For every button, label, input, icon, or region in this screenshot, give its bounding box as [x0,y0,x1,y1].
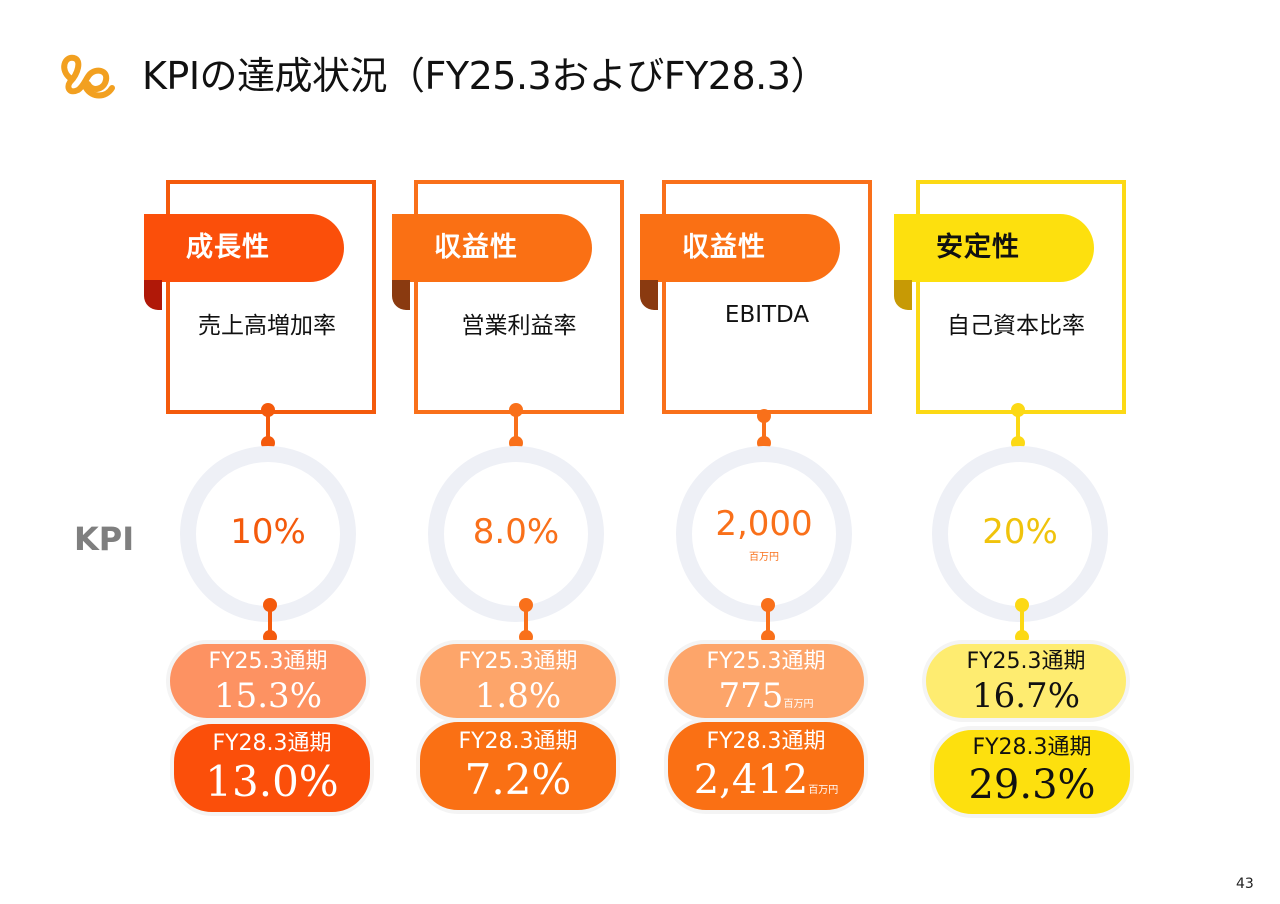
fy28-result-pill: FY28.3通期 7.2% [416,718,620,814]
category-tab: 収益性 [640,214,840,282]
tab-fold [894,280,912,310]
connector-dot [509,403,523,417]
fy28-value: 29.3% [968,762,1096,808]
fy28-value: 13.0% [205,757,339,806]
fy28-label: FY28.3通期 [972,735,1092,760]
fy25-result-pill: FY25.3通期 15.3% [166,640,370,722]
connector-dot [263,598,277,612]
connector-dot [757,409,771,423]
target-ring: 10% [180,446,356,622]
metric-name: 営業利益率 [461,313,577,339]
fy28-result-pill: FY28.3通期 13.0% [170,720,374,816]
fy28-value: 7.2% [464,755,572,804]
connector-dot [1015,598,1029,612]
connector-line [266,410,270,444]
fy25-label: FY25.3通期 [458,649,578,674]
kpi-card: 収益性 営業利益率 [392,180,624,414]
target-value: 2,000 [715,504,813,544]
target-ring: 20% [932,446,1108,622]
target-value: 10% [230,512,306,552]
kpi-card: 安定性 自己資本比率 [894,180,1126,414]
tab-fold [144,280,162,310]
metric-name: EBITDA [724,302,810,328]
target-ring: 8.0% [428,446,604,622]
fy28-label: FY28.3通期 [212,731,332,756]
fy28-result-pill: FY28.3通期 29.3% [930,726,1134,818]
metric-name: 売上高増加率 [198,313,336,339]
kpi-column-growth: 成長性 売上高増加率 10% FY25.3通期 15.3% FY28.3通期 1… [144,0,396,904]
fy28-unit: 百万円 [808,785,839,796]
page-title: KPIの達成状況（FY25.3およびFY28.3） [142,54,828,98]
kpi-card: 収益性 EBITDA [640,180,872,414]
fy25-result-pill: FY25.3通期 16.7% [922,640,1130,722]
fy25-result-pill: FY25.3通期 775百万円 [664,640,868,722]
connector-dot [761,598,775,612]
fy28-value: 2,412 [693,757,809,803]
connector-line [1016,410,1020,444]
fy25-unit: 百万円 [783,699,814,710]
target-value: 20% [982,512,1058,552]
category-tab: 成長性 [144,214,344,282]
connector-line [524,606,528,640]
fy28-result-pill: FY28.3通期 2,412百万円 [664,718,868,814]
target-unit: 百万円 [749,552,779,563]
category-tab: 安定性 [894,214,1094,282]
fy25-label: FY25.3通期 [706,649,826,674]
fy25-value: 15.3% [213,676,322,716]
connector-dot [1011,403,1025,417]
fy25-label: FY25.3通期 [208,649,328,674]
fy25-result-pill: FY25.3通期 1.8% [416,640,620,722]
kpi-row-label: KPI [74,520,135,558]
fy25-value: 16.7% [971,676,1080,716]
category-tab: 収益性 [392,214,592,282]
connector-line [514,410,518,444]
connector-dot [519,598,533,612]
kpi-column-stability: 安定性 自己資本比率 20% FY25.3通期 16.7% FY28.3通期 2… [894,0,1146,904]
kpi-column-ebitda: 収益性 EBITDA 2,000 百万円 FY25.3通期 775百万円 FY2… [640,0,892,904]
connector-line [268,606,272,640]
tab-fold [640,280,658,310]
connector-line [1020,606,1024,640]
tab-fold [392,280,410,310]
connector-dot [261,403,275,417]
target-ring: 2,000 百万円 [676,446,852,622]
metric-name: 自己資本比率 [947,313,1085,339]
connector-line [762,410,766,444]
company-logo-icon [61,54,115,99]
fy28-label: FY28.3通期 [706,729,826,754]
kpi-card: 成長性 売上高増加率 [144,180,376,414]
fy25-label: FY25.3通期 [966,649,1086,674]
fy25-value: 1.8% [474,676,562,716]
target-value: 8.0% [472,512,560,552]
connector-line [766,606,770,640]
fy25-value: 775 [718,676,784,716]
fy28-label: FY28.3通期 [458,729,578,754]
kpi-column-profitability: 収益性 営業利益率 8.0% FY25.3通期 1.8% FY28.3通期 7.… [392,0,644,904]
page-number: 43 [1236,876,1254,892]
